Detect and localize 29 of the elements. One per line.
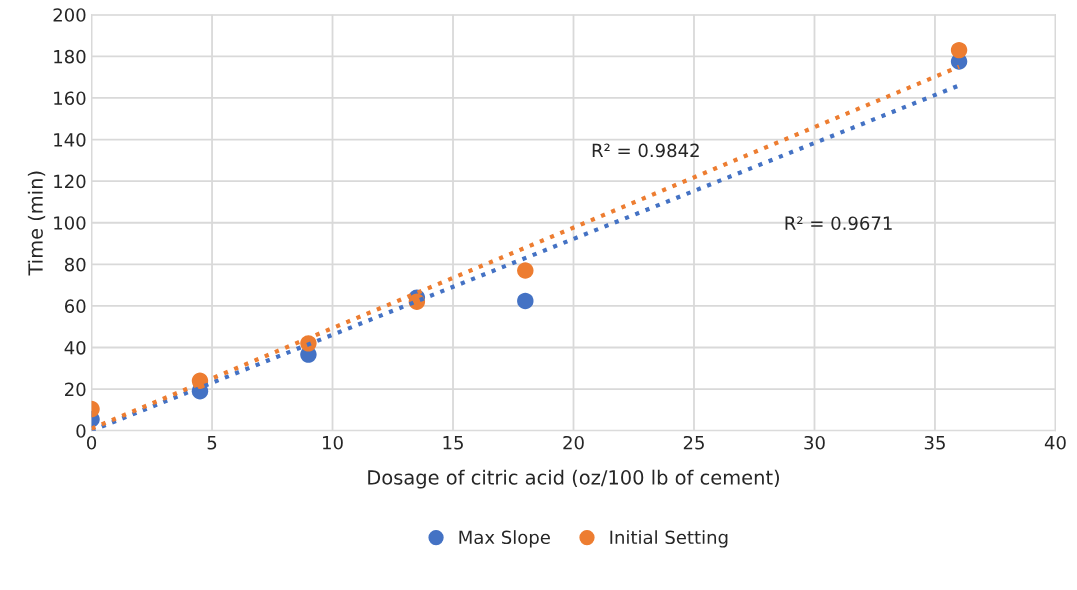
y-tick-label: 120: [54, 174, 86, 189]
x-tick-label: 5: [207, 436, 217, 450]
annotation: R² = 0.9671: [785, 216, 892, 231]
x-tick-label: 20: [563, 435, 584, 450]
x-tick-label: 0: [86, 435, 97, 450]
y-tick-label: 20: [65, 382, 86, 397]
x-tick-label: 10: [323, 435, 343, 450]
x-axis-title: Dosage of citric acid (oz/100 lb of cement): [368, 469, 779, 489]
legend-label: Initial Setting: [610, 530, 728, 548]
y-tick-label: 140: [54, 132, 86, 147]
y-tick-label: 180: [54, 49, 86, 64]
x-tick-label: 25: [683, 435, 704, 450]
y-tick-label: 0: [76, 424, 86, 438]
y-tick-label: 100: [54, 216, 86, 230]
y-tick-label: 200: [53, 8, 86, 22]
point: [517, 292, 534, 310]
x-tick-label: 15: [443, 436, 463, 450]
y-tick-label: 80: [64, 257, 86, 272]
y-tick-label: 40: [64, 340, 86, 355]
point: [950, 41, 968, 59]
annotation: R² = 0.9842: [592, 143, 699, 158]
y-axis-title: Time (min): [27, 171, 46, 276]
point: [517, 262, 534, 279]
legend-label: Max Slope: [459, 530, 550, 548]
x-tick-label: 40: [1044, 435, 1066, 450]
x-tick-label: 30: [804, 435, 825, 450]
y-tick-label: 60: [64, 299, 86, 314]
y-tick-label: 160: [54, 91, 86, 106]
x-tick-label: 35: [924, 435, 945, 450]
